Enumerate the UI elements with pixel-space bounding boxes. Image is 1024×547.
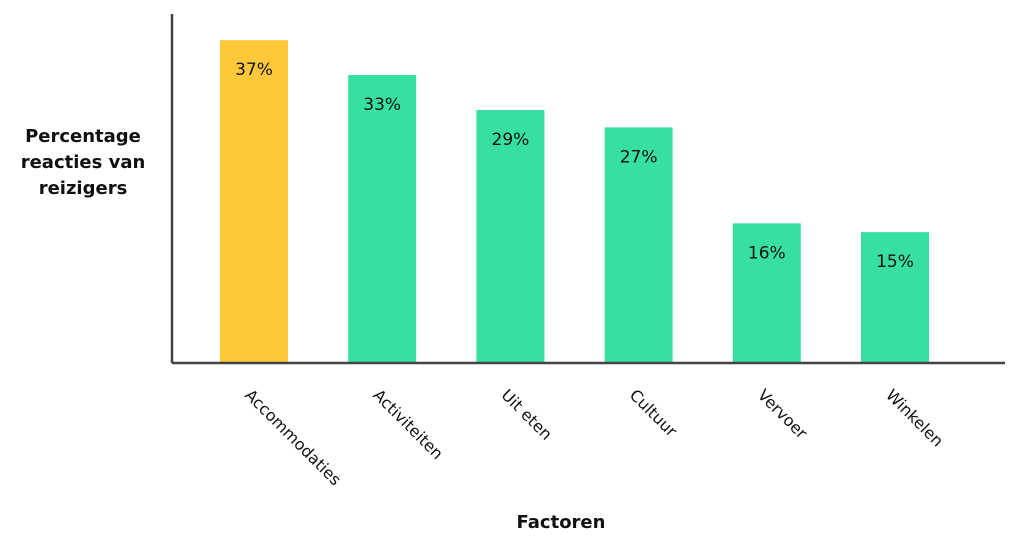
bar <box>220 40 288 364</box>
x-tick-label: Activiteiten <box>369 385 447 463</box>
value-label: 15% <box>876 252 914 272</box>
value-label: 37% <box>235 60 273 80</box>
bar <box>348 75 417 363</box>
x-tick-label: Vervoer <box>754 385 811 442</box>
bar <box>476 109 545 363</box>
x-tick-label: Cultuur <box>626 385 681 440</box>
bar <box>861 232 929 363</box>
value-label: 29% <box>492 130 530 150</box>
bar <box>604 127 673 363</box>
y-axis-label: Percentage reacties van reizigers <box>20 126 146 199</box>
value-label: 33% <box>363 95 401 115</box>
value-label: 27% <box>620 147 658 167</box>
bar <box>732 223 801 363</box>
value-label: 16% <box>748 243 786 263</box>
x-tick-label: Accommodaties <box>241 385 345 489</box>
x-tick-label: Winkelen <box>882 385 947 450</box>
x-tick-label: Uit eten <box>498 385 556 443</box>
x-axis-label: Factoren <box>517 512 606 533</box>
